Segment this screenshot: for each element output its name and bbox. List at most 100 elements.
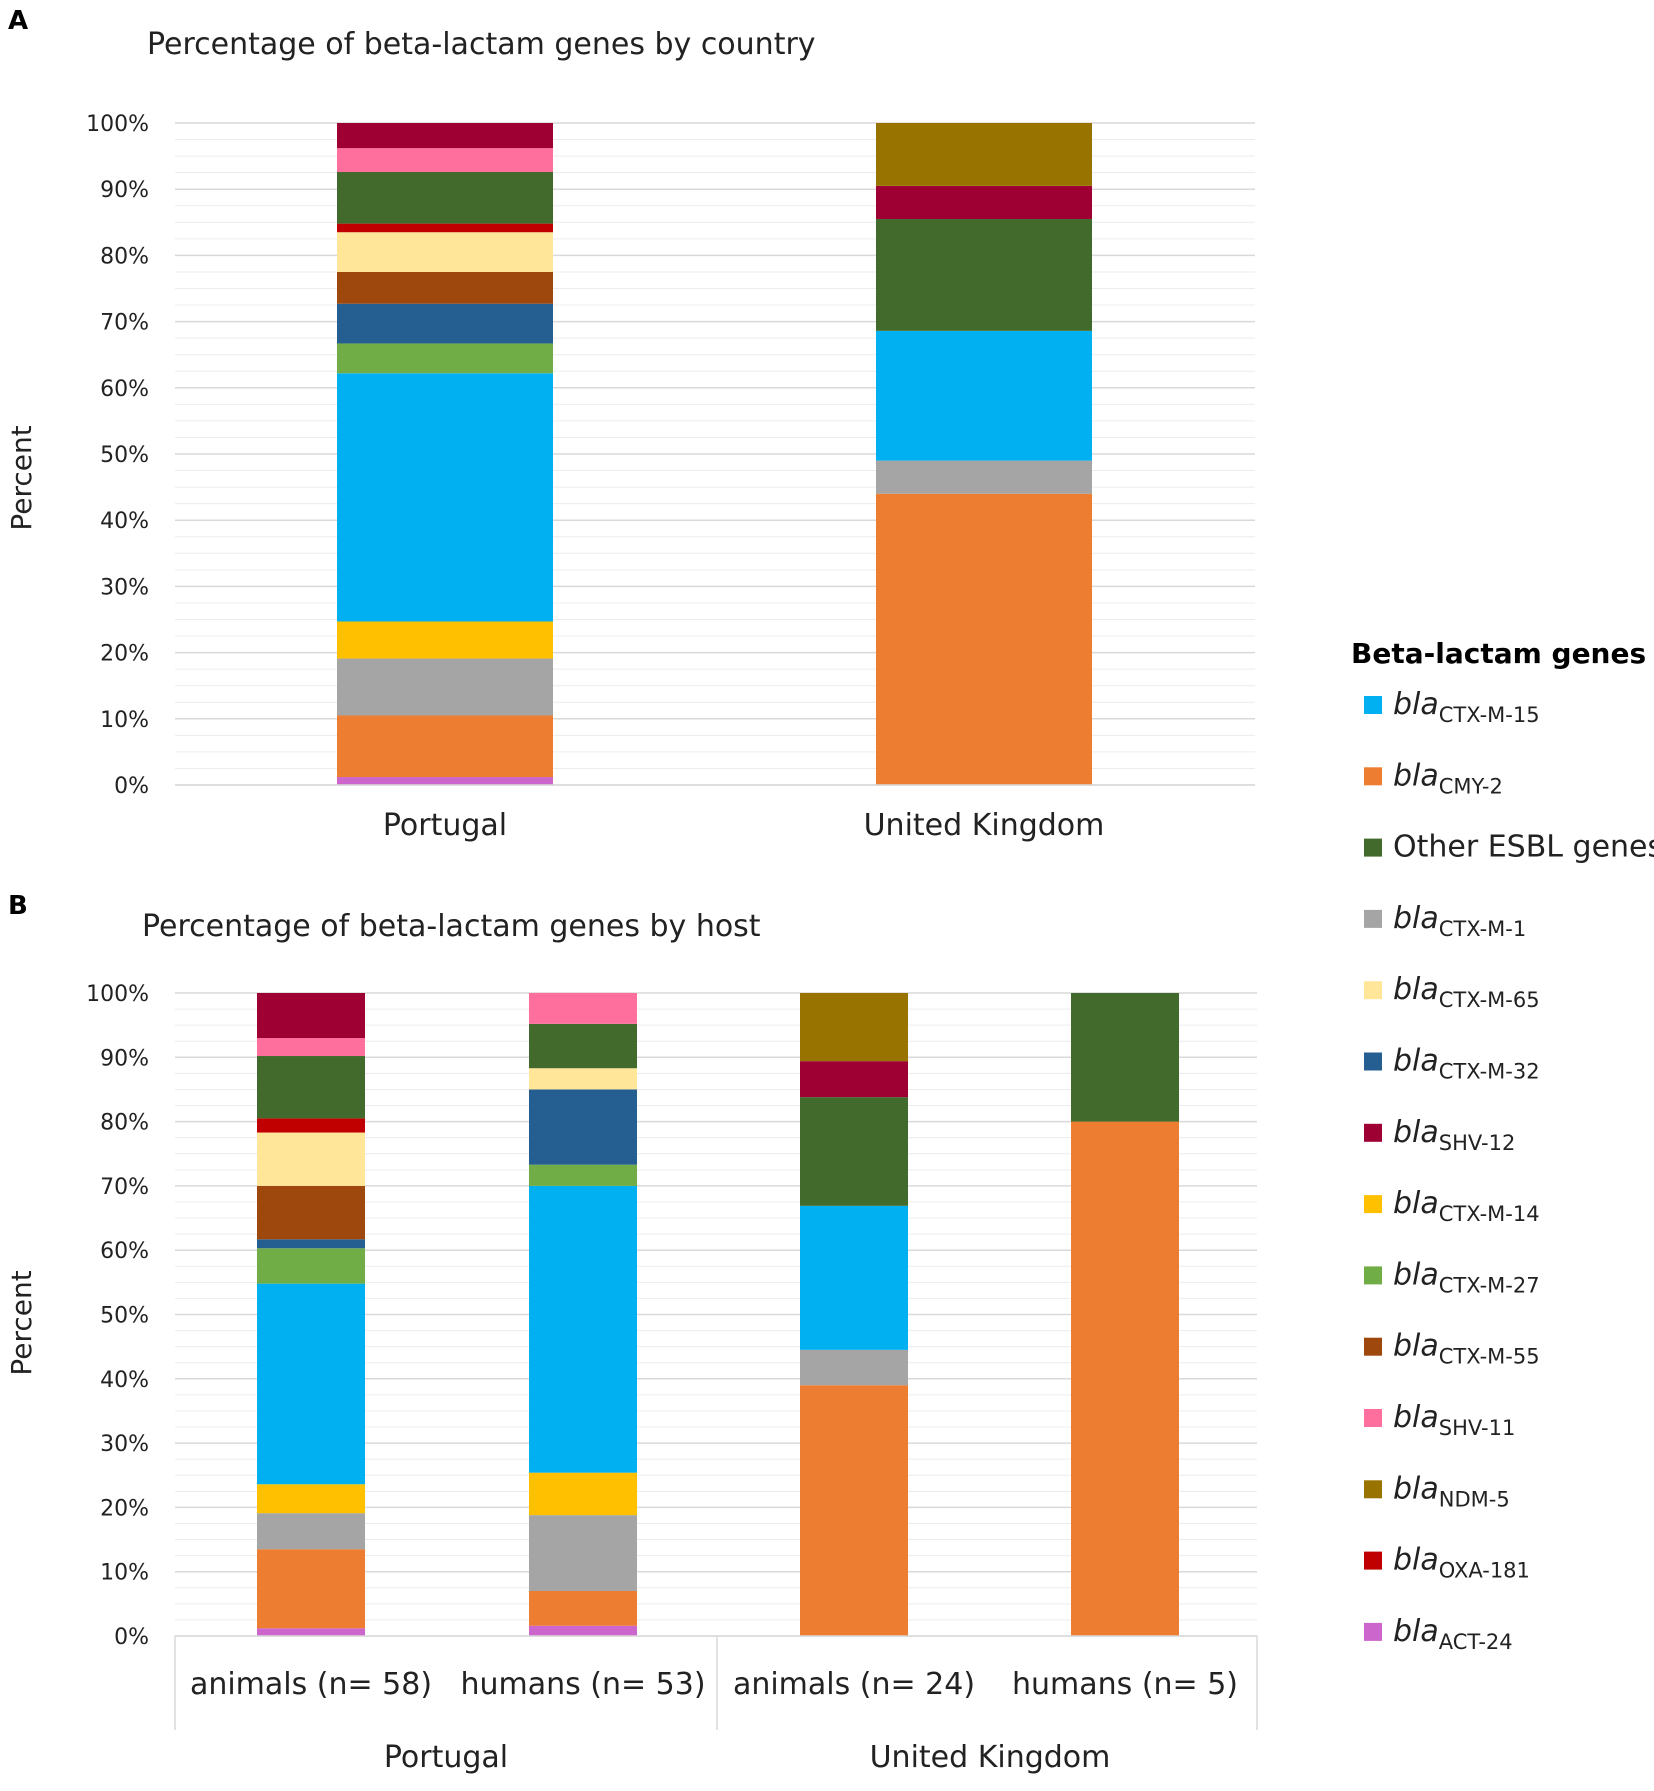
panel-b-ytick-label: 40%: [100, 1368, 149, 1393]
panel-b-ytick-label: 30%: [100, 1432, 149, 1457]
legend-swatch: [1364, 981, 1382, 1000]
panel-b-category-labels: animals (n= 58) humans (n= 53) animals (n=…: [190, 1667, 1238, 1702]
panel-a-bars: [337, 123, 1092, 785]
panel-b-bar-segment-cmy2: [1071, 1121, 1179, 1636]
panel-b-bar-segment-act24: [257, 1628, 365, 1636]
panel-b-bar-segment-ctxm55: [257, 1185, 365, 1240]
panel-a-bar-segment-cmy2: [337, 715, 553, 778]
panel-a-bar-segment-ctxm27: [337, 343, 553, 374]
panel-b-bar-segment-ctxm14: [257, 1484, 365, 1514]
panel-a-yticks: 0% 10% 20% 30% 40% 50% 60% 70% 80% 90% 100%: [86, 112, 149, 799]
panel-a-ytick-label: 30%: [100, 575, 149, 600]
legend-title: Beta-lactam genes: [1351, 637, 1646, 670]
panel-b-ylabel: Percent: [5, 1270, 38, 1375]
panel-a-category-label: United Kingdom: [864, 808, 1105, 843]
panel-b-bar-segment-cmy2: [529, 1590, 637, 1626]
panel-b-bar-segment-cmy2: [257, 1549, 365, 1629]
panel-b-category-label: animals (n= 58): [190, 1667, 432, 1702]
panel-a-bar-segment-ctxm15: [876, 330, 1092, 461]
legend-label: blaCTX-M-32: [1393, 1044, 1540, 1084]
legend-swatch: [1364, 1123, 1382, 1142]
panel-b-bar-segment-ctxm15: [257, 1283, 365, 1485]
panel-b-bar-segment-ctxm1: [800, 1349, 908, 1386]
panel-a-title: Percentage of beta-lactam genes by count…: [147, 27, 816, 62]
legend: Beta-lactam genes blaCTX-M-15 blaCMY-2 Oth…: [1351, 637, 1654, 1654]
legend-label: blaCTX-M-15: [1393, 687, 1540, 727]
panel-b-bar-segment-ctxm27: [529, 1164, 637, 1186]
panel-b-category-label: humans (n= 5): [1012, 1667, 1238, 1702]
panel-a-ytick-label: 50%: [100, 443, 149, 468]
panel-a-ytick-label: 10%: [100, 708, 149, 733]
panel-b-ytick-label: 60%: [100, 1239, 149, 1264]
panel-a-ylabel: Percent: [5, 425, 38, 530]
legend-swatch: [1364, 1622, 1382, 1641]
panel-b-bar-segment-ctxm1: [529, 1515, 637, 1591]
panel-a-ytick-label: 100%: [86, 112, 149, 137]
panel-b-group-labels: Portugal United Kingdom: [384, 1740, 1111, 1775]
legend-swatch: [1364, 1266, 1382, 1285]
panel-a-bar-segment-ctxm65: [337, 232, 553, 272]
legend-item-ndm5: blaNDM-5: [1364, 1471, 1510, 1511]
panel-b-bar-segment-ctxm1: [257, 1513, 365, 1550]
panel-a-bar-segment-ctxm55: [337, 271, 553, 304]
panel-b-group-label: Portugal: [384, 1740, 508, 1775]
legend-label: blaNDM-5: [1393, 1471, 1510, 1511]
panel-a-bar-segment-ctxm14: [337, 621, 553, 659]
panel-b-bar-segment-other: [529, 1023, 637, 1069]
panel-b-bar-segment-ctxm65: [529, 1068, 637, 1090]
panel-b-ytick-label: 50%: [100, 1304, 149, 1329]
legend-label: blaACT-24: [1393, 1614, 1513, 1654]
panel-b-bar-segment-ndm5: [800, 993, 908, 1062]
panel-a-ytick-label: 80%: [100, 244, 149, 269]
legend-swatch: [1364, 838, 1382, 857]
legend-item-ctxm14: blaCTX-M-14: [1364, 1186, 1540, 1226]
legend-item-ctxm55: blaCTX-M-55: [1364, 1329, 1540, 1369]
legend-item-act24: blaACT-24: [1364, 1614, 1513, 1654]
panel-b-title: Percentage of beta-lactam genes by host: [142, 909, 761, 944]
panel-a-bar-segment-act24: [337, 777, 553, 785]
panel-b-ytick-label: 90%: [100, 1046, 149, 1071]
panel-b-bar-segment-ctxm15: [529, 1185, 637, 1473]
panel-b-category-label: humans (n= 53): [460, 1667, 705, 1702]
panel-b-bar-segment-act24: [529, 1625, 637, 1636]
panel-a-plot: 0% 10% 20% 30% 40% 50% 60% 70% 80% 90% 100% Portuga…: [86, 112, 1255, 843]
legend-item-ctxm32: blaCTX-M-32: [1364, 1044, 1540, 1084]
panel-a-label: A: [8, 6, 28, 36]
panel-a-ytick-label: 20%: [100, 642, 149, 667]
panel-b-ytick-label: 70%: [100, 1175, 149, 1200]
panel-b-bar-segment-cmy2: [800, 1385, 908, 1636]
panel-a-bar-segment-cmy2: [876, 493, 1092, 785]
panel-b-bars: [257, 993, 1179, 1636]
legend-swatch: [1364, 1480, 1382, 1499]
panel-b-bar-segment-shv11: [257, 1038, 365, 1057]
panel-a-ytick-label: 70%: [100, 311, 149, 336]
panel-a-ytick-label: 0%: [114, 774, 149, 799]
legend-item-oxa181: blaOXA-181: [1364, 1543, 1530, 1583]
legend-label: Other ESBL genes: [1393, 830, 1654, 865]
panel-b-bar-segment-shv11: [529, 993, 637, 1024]
legend-label: blaCMY-2: [1393, 758, 1503, 798]
panel-b-ytick-label: 0%: [114, 1625, 149, 1650]
panel-b-bar-segment-ctxm32: [257, 1239, 365, 1249]
legend-label: blaCTX-M-1: [1393, 901, 1526, 941]
legend-item-ctxm15: blaCTX-M-15: [1364, 687, 1540, 727]
panel-a-bar-segment-ctxm32: [337, 303, 553, 344]
legend-item-ctxm27: blaCTX-M-27: [1364, 1257, 1540, 1297]
legend-swatch: [1364, 1052, 1382, 1071]
panel-a-bar-segment-shv11: [337, 148, 553, 172]
panel-b-plot: 0% 10% 20% 30% 40% 50% 60% 70% 80% 90% 100% animals…: [86, 982, 1258, 1775]
panel-a-bar-segment-ctxm1: [337, 658, 553, 716]
legend-label: blaSHV-12: [1393, 1115, 1515, 1155]
legend-item-cmy2: blaCMY-2: [1364, 758, 1503, 798]
panel-a-ytick-label: 60%: [100, 377, 149, 402]
panel-b-ytick-label: 80%: [100, 1111, 149, 1136]
legend-swatch: [1364, 1409, 1382, 1427]
panel-a-bar-segment-shv12: [337, 123, 553, 149]
panel-b-group-label: United Kingdom: [870, 1740, 1111, 1775]
legend-label: blaSHV-11: [1393, 1400, 1515, 1440]
panel-b-bar-segment-ctxm15: [800, 1205, 908, 1350]
panel-b-bar-segment-oxa181: [257, 1118, 365, 1133]
legend-item-other: Other ESBL genes: [1364, 830, 1654, 865]
legend-item-shv12: blaSHV-12: [1364, 1115, 1515, 1155]
